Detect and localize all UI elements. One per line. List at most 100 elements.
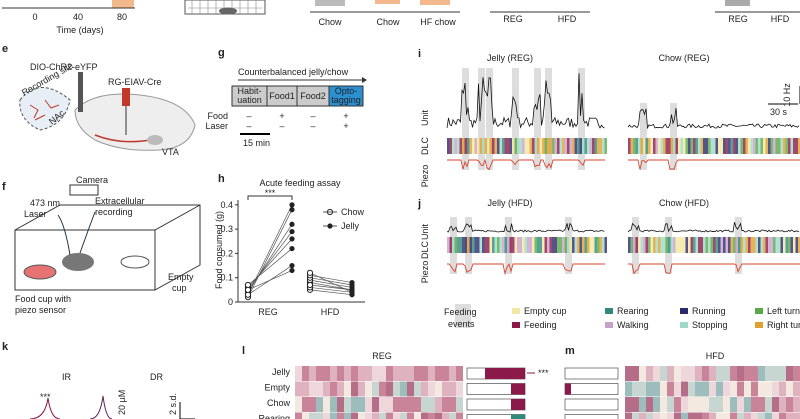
heat-cell [695,397,702,412]
heat-cell [744,397,751,412]
heat-cell [330,397,337,412]
label: recording [95,207,133,217]
event-shade [512,68,519,170]
heat-cell [309,366,316,381]
event-shade [640,103,647,170]
dlc-segment [640,138,643,154]
heat-cell [400,381,407,397]
dlc-segment [504,237,507,253]
dlc-segment [778,237,781,253]
heat-cell [653,397,660,412]
heat-cell [365,412,372,419]
dlc-segment [728,237,731,253]
dlc-segment [492,138,495,154]
label: Laser [205,121,228,131]
event-shade [545,68,552,170]
dlc-segment [758,138,761,154]
dlc-segment [773,138,776,154]
heat-cell [625,381,632,397]
dlc-segment [708,138,711,154]
heat-cell [702,381,709,397]
heat-cell [688,366,695,381]
legend-swatch [512,308,520,314]
dlc-segment [549,138,552,154]
heat-cell [702,397,709,412]
dlc-segment [680,138,683,154]
dlc-segment [542,237,545,253]
dlc-segment [760,237,763,253]
dlc-segment [532,138,535,154]
empty-cup [120,255,150,269]
heat-cell [302,366,309,381]
heat-cell [681,366,688,381]
heat-cell [344,397,351,412]
dlc-segment [765,237,768,253]
row-label: DLC [420,241,430,260]
y-tick-label: 0.1 [220,273,233,283]
panel-letter: f [2,181,6,193]
heat-cell [456,366,463,381]
heat-cell [779,381,786,397]
heat-cell [386,412,393,419]
dlc-segment [780,237,783,253]
category-label: HFD [771,14,790,24]
unit-trace [627,108,800,130]
heat-cell [435,412,442,419]
dlc-segment [778,138,781,154]
dlc-segment [703,237,706,253]
heat-cell [786,397,793,412]
heat-cell [765,381,772,397]
label: Time (days) [56,25,103,35]
heat-cell [379,381,386,397]
dlc-segment [693,237,696,253]
dlc-segment [705,237,708,253]
point [289,267,295,274]
heat-cell [681,412,688,419]
heat-cell [786,366,793,381]
inset [19,87,71,131]
dlc-segment [730,138,733,154]
dlc-segment [599,138,602,154]
dlc-segment [768,138,771,154]
heat-cell [667,397,674,412]
heat-cell [330,366,337,381]
dlc-segment [630,237,633,253]
heat-cell [737,381,744,397]
tick-label: 80 [117,12,127,22]
dlc-segment [785,138,788,154]
dlc-segment [653,138,656,154]
label: Counterbalanced jelly/chow [238,67,349,77]
dlc-segment [527,138,530,154]
heat-cell [625,397,632,412]
dlc-segment [487,138,490,154]
dlc-segment [574,237,577,253]
point [289,262,295,269]
heat-cell [442,366,449,381]
heat-cell [653,381,660,397]
dlc-segment [594,138,597,154]
heat-cell [295,412,302,419]
stage-label: uation [237,95,262,105]
dlc-segment [635,138,638,154]
label: 10 Hz [782,83,792,107]
heat-cell [421,381,428,397]
dlc-segment [775,237,778,253]
dlc-segment [564,237,567,253]
legend-swatch [605,322,613,328]
event-shade [478,68,485,170]
dlc-segment [675,138,678,154]
heat-cell [681,397,688,412]
dlc-segment [604,237,607,253]
dlc-segment [477,237,480,253]
dlc-segment [673,237,676,253]
point [306,269,314,276]
heat-cell [295,397,302,412]
label: IR [62,372,72,382]
heat-cell [400,412,407,419]
heat-cell [344,412,351,419]
heat-cell [730,397,737,412]
dlc-segment [497,237,500,253]
label: 473 nm [30,198,60,208]
piezo-trace [628,159,800,171]
dlc-segment [449,237,452,253]
